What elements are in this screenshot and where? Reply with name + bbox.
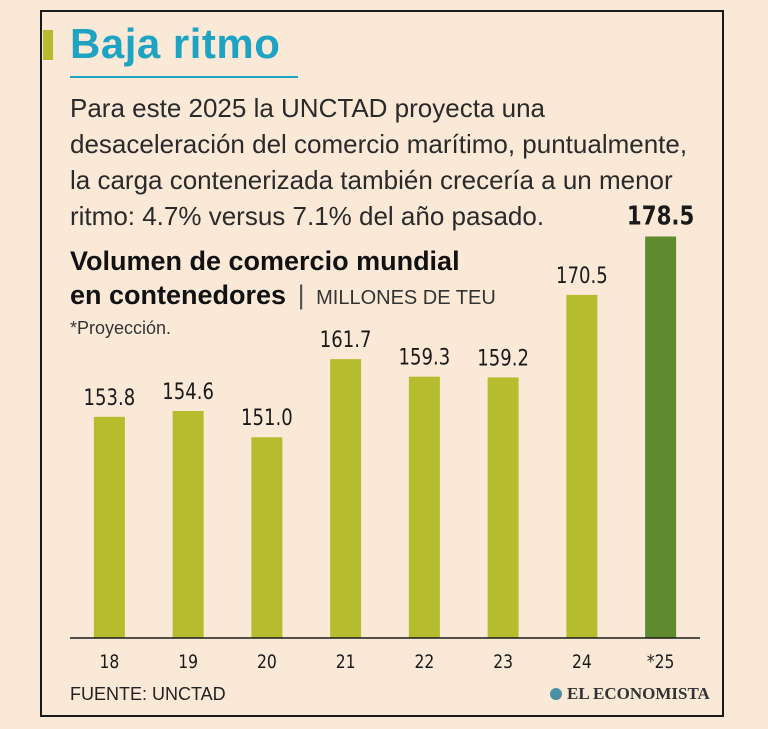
value-label: 159.2 <box>477 345 529 371</box>
x-tick-label: 22 <box>414 652 434 674</box>
bar-18 <box>93 416 125 638</box>
chart-title: Volumen de comercio mundial en contenedo… <box>70 244 590 315</box>
headline-accent-bar <box>43 30 53 60</box>
bar-20 <box>251 437 283 638</box>
brand-logo: EL ECONOMISTA <box>550 684 710 704</box>
x-tick-label: *25 <box>647 652 675 674</box>
bar-p25 <box>645 236 677 638</box>
headline-underline <box>70 76 298 78</box>
headline: Baja ritmo <box>70 20 281 67</box>
bar-24 <box>566 294 598 638</box>
value-label: 153.8 <box>84 384 136 410</box>
projection-note: *Proyección. <box>70 318 172 338</box>
x-tick-label: 21 <box>336 652 356 674</box>
value-label: 161.7 <box>320 326 372 352</box>
bar-21 <box>330 359 362 638</box>
x-tick-label: 24 <box>572 652 592 674</box>
intro-text: Para este 2025 la UNCTAD proyecta una de… <box>70 93 688 231</box>
value-label: 170.5 <box>556 262 608 288</box>
value-label: 154.6 <box>162 378 214 404</box>
bar-19 <box>172 410 204 638</box>
x-tick-label: 18 <box>99 652 119 674</box>
source-text: FUENTE: UNCTAD <box>70 684 226 704</box>
bar-23 <box>487 377 519 638</box>
x-tick-label: 23 <box>493 652 513 674</box>
value-label: 151.0 <box>241 404 293 430</box>
chart-title-line2: en contenedores <box>70 280 287 310</box>
brand-name: EL ECONOMISTA <box>567 684 710 703</box>
title-separator: | <box>297 280 305 310</box>
chart-unit: MILLONES DE TEU <box>316 287 496 309</box>
x-tick-label: 20 <box>257 652 277 674</box>
value-label: 159.3 <box>399 344 451 370</box>
border-frame <box>40 10 724 717</box>
chart-title-line1: Volumen de comercio mundial <box>70 246 460 276</box>
x-tick-label: 19 <box>178 652 198 674</box>
bar-22 <box>408 376 440 638</box>
brand-icon <box>550 688 562 700</box>
value-label: 178.5 <box>627 200 694 231</box>
